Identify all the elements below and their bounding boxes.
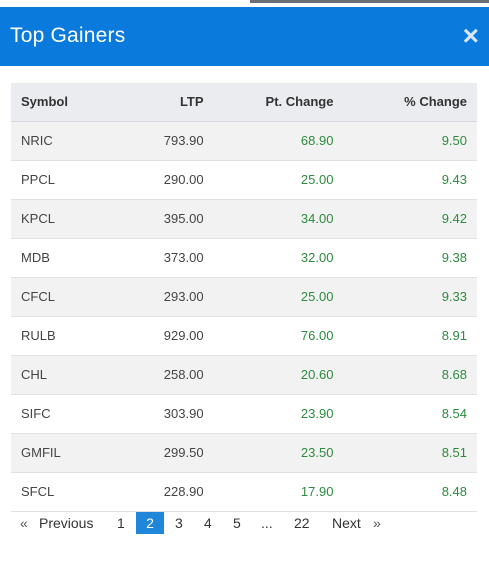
pagination-ellipsis: ...	[261, 515, 273, 531]
column-header-pt-change[interactable]: Pt. Change	[213, 83, 344, 122]
pt-change-cell: 23.50	[300, 445, 334, 460]
modal-header: Top Gainers ×	[0, 7, 489, 66]
table-row[interactable]: KPCL 395.00 34.00 9.42	[11, 199, 477, 238]
ltp-cell: 303.90	[163, 406, 204, 421]
page-link-4[interactable]: 4	[204, 515, 212, 531]
pt-change-cell: 32.00	[300, 250, 334, 265]
symbol-cell: GMFIL	[21, 445, 61, 460]
ltp-cell: 395.00	[163, 211, 204, 226]
table-row[interactable]: GMFIL 299.50 23.50 8.51	[11, 433, 477, 472]
table-row[interactable]: SIFC 303.90 23.90 8.54	[11, 394, 477, 433]
symbol-cell: KPCL	[21, 211, 55, 226]
symbol-cell: SIFC	[21, 406, 51, 421]
table-body: NRIC 793.90 68.90 9.50 PPCL 290.00 25.00 9.43 KP…	[11, 121, 477, 511]
ltp-cell: 290.00	[163, 172, 204, 187]
gainers-table-container: Symbol LTP Pt. Change % Change NRIC 793.9…	[11, 83, 477, 512]
next-arrow-icon[interactable]: »	[373, 515, 381, 531]
symbol-cell: NRIC	[21, 133, 53, 148]
close-icon[interactable]: ×	[462, 20, 479, 51]
pt-change-cell: 76.00	[300, 328, 334, 343]
pct-change-cell: 8.48	[441, 484, 467, 499]
table-row[interactable]: PPCL 290.00 25.00 9.43	[11, 160, 477, 199]
modal-title: Top Gainers	[10, 24, 126, 47]
ltp-cell: 793.90	[163, 133, 204, 148]
symbol-cell: CHL	[21, 367, 48, 382]
pt-change-cell: 20.60	[300, 367, 334, 382]
symbol-cell: RULB	[21, 328, 56, 343]
symbol-cell: SFCL	[21, 484, 55, 499]
pt-change-cell: 25.00	[300, 289, 334, 304]
previous-page-link[interactable]: Previous	[39, 515, 94, 531]
page-link-3[interactable]: 3	[175, 515, 183, 531]
ltp-cell: 929.00	[163, 328, 204, 343]
table-row[interactable]: RULB 929.00 76.00 8.91	[11, 316, 477, 355]
pct-change-cell: 9.43	[441, 172, 467, 187]
column-header-symbol[interactable]: Symbol	[11, 83, 122, 122]
column-header-ltp[interactable]: LTP	[121, 83, 214, 122]
page-link-1[interactable]: 1	[117, 515, 125, 531]
table-header-row: Symbol LTP Pt. Change % Change	[11, 83, 477, 122]
next-page-link[interactable]: Next	[332, 515, 361, 531]
pt-change-cell: 34.00	[300, 211, 334, 226]
ltp-cell: 299.50	[163, 445, 204, 460]
pt-change-cell: 25.00	[300, 172, 334, 187]
table-row[interactable]: CFCL 293.00 25.00 9.33	[11, 277, 477, 316]
pt-change-cell: 68.90	[300, 133, 334, 148]
symbol-cell: MDB	[21, 250, 50, 265]
ltp-cell: 373.00	[163, 250, 204, 265]
pt-change-cell: 17.90	[300, 484, 334, 499]
table-row[interactable]: MDB 373.00 32.00 9.38	[11, 238, 477, 277]
pct-change-cell: 8.68	[441, 367, 467, 382]
gainers-table: Symbol LTP Pt. Change % Change NRIC 793.9…	[11, 83, 477, 512]
ltp-cell: 228.90	[163, 484, 204, 499]
window-top-strip	[0, 0, 489, 7]
page-link-22[interactable]: 22	[294, 515, 310, 531]
pct-change-cell: 9.38	[441, 250, 467, 265]
pct-change-cell: 9.33	[441, 289, 467, 304]
symbol-cell: PPCL	[21, 172, 55, 187]
table-row[interactable]: CHL 258.00 20.60 8.68	[11, 355, 477, 394]
table-row[interactable]: NRIC 793.90 68.90 9.50	[11, 121, 477, 160]
prev-arrow-icon[interactable]: «	[20, 515, 28, 531]
symbol-cell: CFCL	[21, 289, 55, 304]
ltp-cell: 258.00	[163, 367, 204, 382]
page-link-2-active[interactable]: 2	[136, 512, 164, 534]
pct-change-cell: 9.50	[441, 133, 467, 148]
pt-change-cell: 23.90	[300, 406, 334, 421]
ltp-cell: 293.00	[163, 289, 204, 304]
pct-change-cell: 8.51	[441, 445, 467, 460]
background-bar	[250, 0, 489, 3]
pct-change-cell: 8.54	[441, 406, 467, 421]
column-header-pct-change[interactable]: % Change	[343, 83, 477, 122]
table-row[interactable]: SFCL 228.90 17.90 8.48	[11, 472, 477, 511]
page-link-5[interactable]: 5	[233, 515, 241, 531]
pct-change-cell: 8.91	[441, 328, 467, 343]
pct-change-cell: 9.42	[441, 211, 467, 226]
